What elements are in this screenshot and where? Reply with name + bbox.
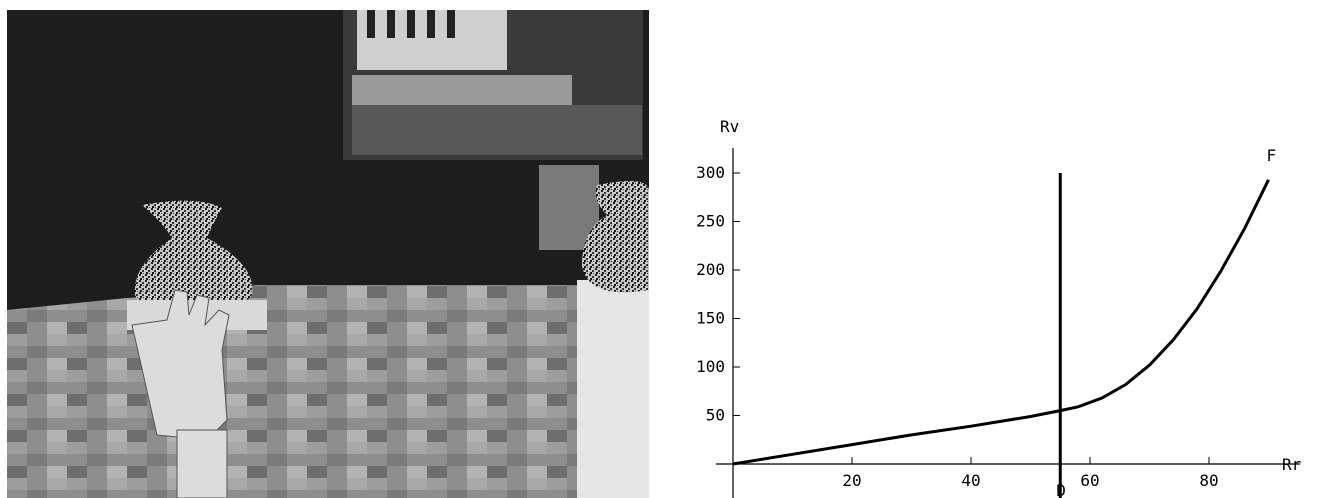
x-tick-label: 80 <box>1199 471 1218 490</box>
x-axis-label: Rr <box>1282 455 1302 474</box>
vr-scene-photo <box>7 10 649 498</box>
line-chart: 20 40 60 80 50 100 150 200 250 300 Rv Rr D F <box>660 0 1324 498</box>
vr-hand-grasping-vase-icon <box>7 10 649 498</box>
x-tick-label: 40 <box>961 471 980 490</box>
series-line <box>733 180 1269 464</box>
x-tick-label: 60 <box>1080 471 1099 490</box>
y-tick-label: 150 <box>696 309 725 328</box>
y-tick-label: 100 <box>696 357 725 376</box>
y-tick-label: 300 <box>696 163 725 182</box>
annotation-f: F <box>1267 146 1277 165</box>
y-tick-label: 200 <box>696 260 725 279</box>
y-axis-label: Rv <box>720 117 739 136</box>
annotation-d: D <box>1056 481 1066 498</box>
x-tick-label: 20 <box>842 471 861 490</box>
y-tick-label: 250 <box>696 212 725 231</box>
y-tick-label: 50 <box>706 406 725 425</box>
